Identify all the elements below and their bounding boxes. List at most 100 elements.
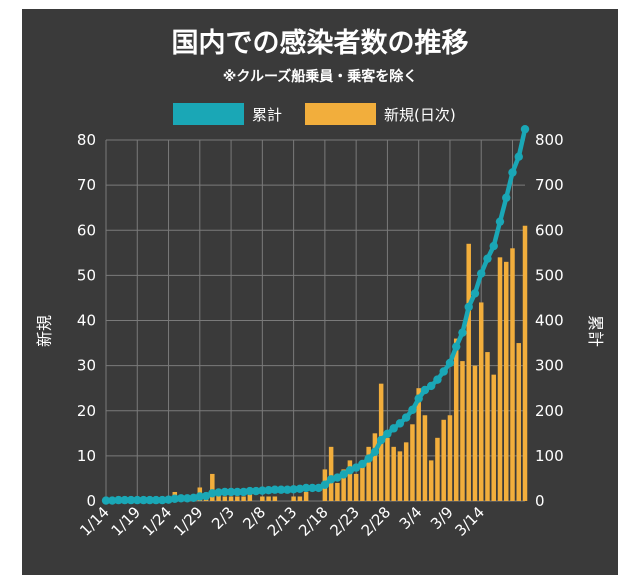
cumulative-point-3/14 (477, 269, 486, 278)
cumulative-point-1/26 (176, 494, 186, 503)
y-right-tick-label: 100 (535, 447, 564, 465)
chart-svg: 国内での感染者数の推移 ※クルーズ船乗員・乗客を除く 累計 新規(日次) 0 10… (35, 27, 605, 540)
y-left-tick-label: 60 (77, 221, 96, 239)
bar-new-3/2 (403, 442, 409, 501)
cumulative-point-2/6 (245, 486, 255, 496)
cumulative-point-1/17 (120, 495, 129, 505)
x-tick-label: 2/23 (326, 503, 363, 540)
cumulative-point-66 (514, 152, 523, 161)
bar-new-3/11 (460, 361, 465, 501)
bar-new-2/29 (391, 446, 396, 501)
cumulative-point-3/6 (426, 381, 436, 391)
cumulative-point-2/11 (276, 485, 286, 494)
x-tick-label: 3/4 (396, 503, 426, 533)
cumulative-point-3/3 (408, 405, 417, 415)
bar-new-2/23 (353, 473, 359, 501)
cumulative-point-64 (502, 193, 511, 202)
bar-new-2/13 (291, 496, 296, 501)
cumulative-point-2/24 (358, 459, 367, 469)
bar-new-61 (485, 352, 490, 501)
bar-new-3/1 (397, 451, 403, 501)
x-tick-label: 2/18 (295, 503, 332, 540)
x-tick-label: 2/28 (358, 503, 395, 540)
cumulative-point-1/24 (164, 495, 173, 504)
cumulative-point-2/14 (295, 484, 305, 494)
bar-new-2/24 (360, 464, 365, 501)
legend-new-label: 新規(日次) (384, 106, 456, 124)
cumulative-point-2/15 (301, 483, 311, 493)
cumulative-point-1/22 (151, 495, 161, 505)
cumulative-point-2/28 (383, 429, 392, 438)
cumulative-point-2/10 (270, 485, 280, 494)
cumulative-point-1/21 (145, 495, 154, 505)
x-axis: 1/141/191/241/29 2/3 2/82/132/182/232/28 3/… (76, 503, 488, 540)
cumulative-point-1/27 (183, 494, 192, 503)
cumulative-point-2/20 (333, 473, 342, 482)
y-right-tick-label: 400 (535, 312, 564, 330)
y-left-tick-label: 0 (86, 492, 96, 510)
y-left-tick-label: 10 (77, 447, 96, 465)
legend: 累計 新規(日次) (173, 103, 456, 125)
cumulative-point-3/2 (401, 413, 411, 422)
y-left-tick-label: 30 (77, 357, 96, 375)
bar-new-2/8 (260, 496, 265, 501)
cumulative-point-2/12 (283, 485, 292, 494)
cumulative-point-1/28 (189, 493, 198, 503)
legend-new-swatch (305, 103, 376, 125)
y-left-tick-label: 40 (77, 312, 96, 330)
line-series (101, 124, 530, 505)
bar-new-3/14 (478, 302, 484, 501)
y-right-tick-label: 600 (535, 221, 564, 239)
bar-series (116, 225, 528, 502)
bar-new-1/31 (210, 473, 215, 501)
bar-new-2/2 (222, 496, 228, 501)
bar-new-2/6 (247, 491, 253, 501)
cumulative-point-2/21 (339, 470, 348, 479)
x-tick-label: 1/29 (170, 503, 207, 540)
bar-new-3/6 (428, 460, 434, 501)
cumulative-point-3/1 (395, 419, 405, 428)
cumulative-point-2/29 (389, 424, 398, 433)
cumulative-point-3/10 (452, 342, 461, 351)
cumulative-point-2/1 (214, 488, 223, 497)
cumulative-point-61 (483, 254, 492, 263)
cumulative-point-2/16 (308, 483, 317, 493)
cumulative-point-1/31 (208, 489, 217, 498)
legend-cumulative-label: 累計 (252, 106, 282, 124)
cumulative-point-1/15 (108, 496, 117, 505)
cumulative-point-2/5 (239, 487, 248, 497)
x-tick-label: 2/13 (264, 503, 301, 540)
y-right-tick-label: 500 (535, 266, 564, 284)
cumulative-point-2/25 (364, 454, 373, 463)
bar-new-67 (522, 225, 528, 502)
bar-new-3/9 (447, 415, 453, 501)
cumulative-point-3/8 (439, 367, 448, 376)
y-right-tick-label: 700 (535, 176, 564, 194)
bar-new-62 (491, 374, 496, 501)
bar-new-2/10 (272, 496, 278, 501)
cumulative-point-2/23 (351, 463, 361, 472)
cumulative-point-1/16 (114, 495, 123, 505)
bar-new-65 (510, 248, 515, 501)
cumulative-point-65 (508, 168, 517, 177)
cumulative-point-1/20 (139, 495, 148, 505)
x-tick-label: 3/14 (452, 503, 489, 540)
cumulative-point-3/13 (470, 289, 480, 298)
y-right-tick-label: 800 (535, 131, 564, 149)
bar-new-2/21 (341, 469, 346, 501)
cumulative-point-67 (520, 124, 530, 134)
cumulative-point-3/9 (445, 358, 455, 368)
y-axis-right: 0 100 200 300 400 500 600 700 800 (535, 131, 564, 510)
legend-cumulative-swatch (173, 103, 244, 125)
cumulative-point-2/13 (289, 485, 298, 494)
bar-new-2/19 (328, 446, 334, 501)
bar-new-2/15 (303, 491, 309, 501)
y-right-tick-label: 300 (535, 357, 564, 375)
bar-new-2/25 (366, 446, 371, 501)
bar-new-66 (516, 343, 521, 501)
cumulative-point-1/14 (101, 496, 111, 505)
x-tick-label: 1/19 (108, 503, 145, 540)
y-left-tick-label: 20 (77, 402, 96, 420)
y-left-tick-label: 70 (77, 176, 96, 194)
x-tick-label: 1/14 (76, 503, 113, 540)
